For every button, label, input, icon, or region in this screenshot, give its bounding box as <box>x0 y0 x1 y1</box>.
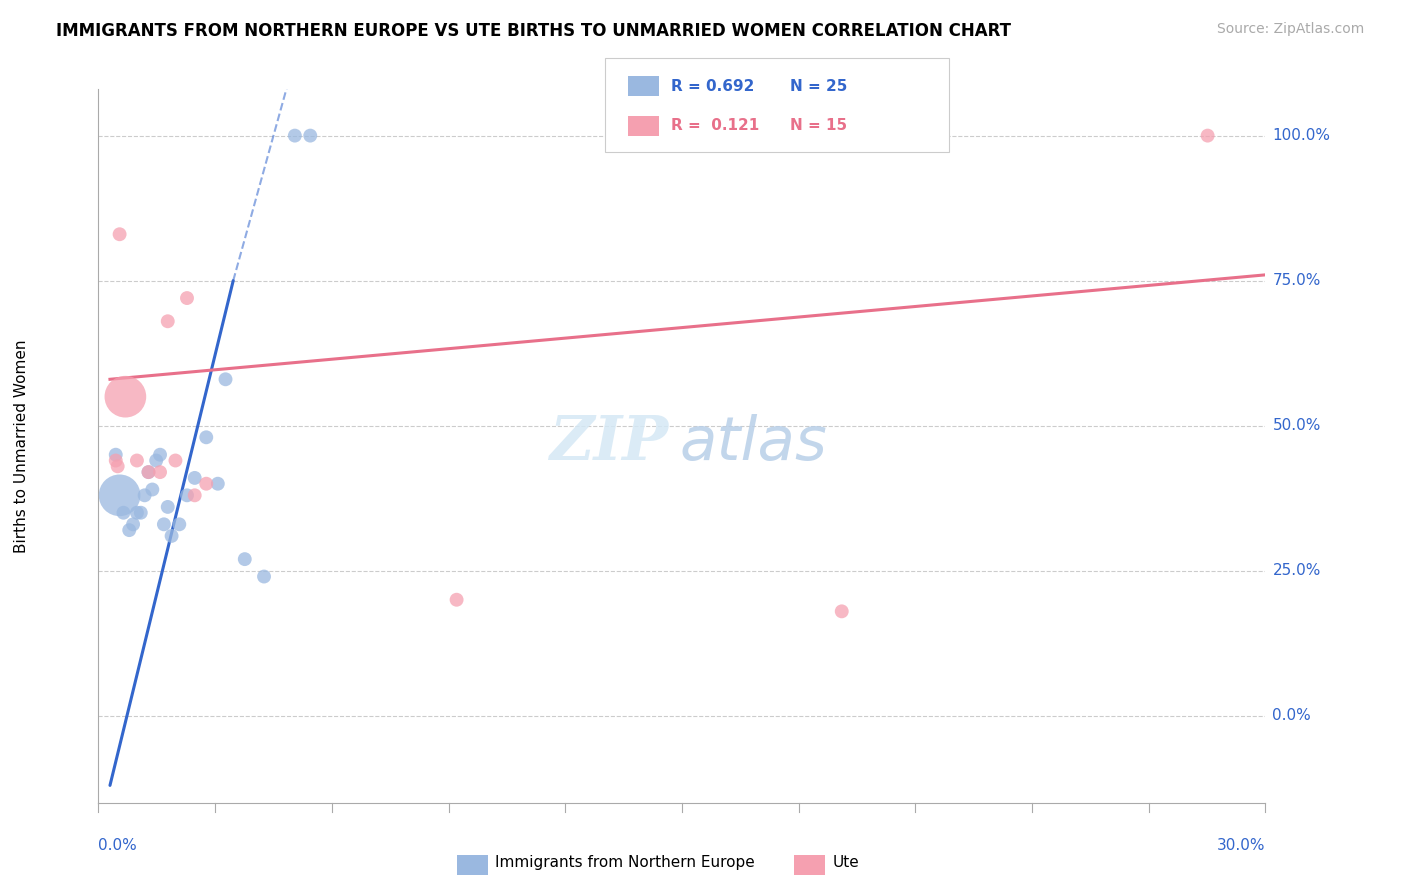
Point <box>149 448 172 462</box>
Point <box>134 488 156 502</box>
Point <box>122 517 145 532</box>
Text: ZIP: ZIP <box>550 413 668 473</box>
Point <box>195 430 218 444</box>
Point <box>446 592 468 607</box>
Text: 30.0%: 30.0% <box>1218 838 1265 854</box>
Point <box>207 476 229 491</box>
Point <box>195 476 218 491</box>
Text: 50.0%: 50.0% <box>1272 418 1320 434</box>
Point <box>299 128 322 143</box>
Point <box>138 465 160 479</box>
Point <box>112 506 135 520</box>
Point <box>141 483 163 497</box>
Point <box>107 459 129 474</box>
Point <box>149 465 172 479</box>
Point <box>153 517 176 532</box>
Point <box>118 523 141 537</box>
Text: N = 25: N = 25 <box>790 78 848 94</box>
Text: atlas: atlas <box>681 414 828 473</box>
Point <box>145 453 167 467</box>
Text: R =  0.121: R = 0.121 <box>671 119 759 134</box>
Text: Immigrants from Northern Europe: Immigrants from Northern Europe <box>495 855 755 870</box>
Point <box>125 506 148 520</box>
Point <box>233 552 256 566</box>
Point <box>253 569 276 583</box>
Point <box>183 471 205 485</box>
Point <box>104 448 127 462</box>
Point <box>183 488 205 502</box>
Point <box>114 390 136 404</box>
Text: R = 0.692: R = 0.692 <box>671 78 754 94</box>
Point <box>108 488 131 502</box>
Point <box>176 488 198 502</box>
Point <box>125 453 148 467</box>
Point <box>108 227 131 242</box>
Point <box>138 465 160 479</box>
Text: 25.0%: 25.0% <box>1272 563 1320 578</box>
Text: 0.0%: 0.0% <box>1272 708 1312 723</box>
Text: 100.0%: 100.0% <box>1272 128 1330 143</box>
Text: IMMIGRANTS FROM NORTHERN EUROPE VS UTE BIRTHS TO UNMARRIED WOMEN CORRELATION CHA: IMMIGRANTS FROM NORTHERN EUROPE VS UTE B… <box>56 22 1011 40</box>
Point <box>104 453 127 467</box>
Text: 75.0%: 75.0% <box>1272 273 1320 288</box>
Point <box>284 128 307 143</box>
Text: 0.0%: 0.0% <box>98 838 138 854</box>
Point <box>156 500 179 514</box>
Point <box>165 453 187 467</box>
Point <box>214 372 236 386</box>
Point <box>169 517 191 532</box>
Text: Source: ZipAtlas.com: Source: ZipAtlas.com <box>1216 22 1364 37</box>
Point <box>176 291 198 305</box>
Point <box>1197 128 1219 143</box>
Text: Ute: Ute <box>832 855 859 870</box>
Point <box>831 604 853 618</box>
Text: N = 15: N = 15 <box>790 119 848 134</box>
Point <box>156 314 179 328</box>
Point <box>160 529 183 543</box>
Point <box>129 506 152 520</box>
Text: Births to Unmarried Women: Births to Unmarried Women <box>14 339 28 553</box>
